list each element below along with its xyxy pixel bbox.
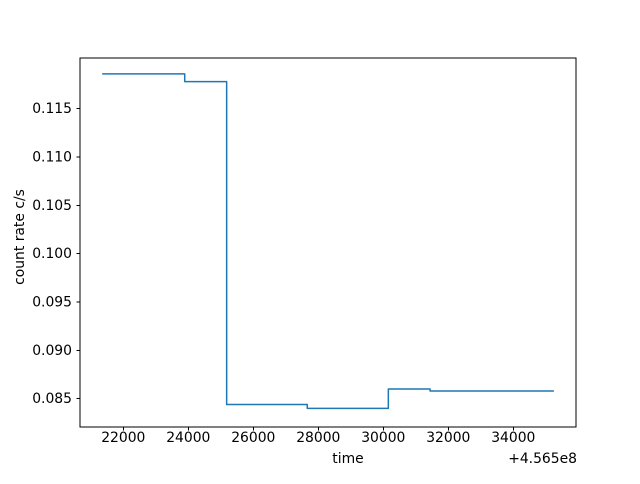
x-axis-label: time xyxy=(332,451,363,467)
y-tick-label: 0.110 xyxy=(32,149,72,165)
x-tick-label: 28000 xyxy=(296,430,340,446)
y-axis-label: count rate c/s xyxy=(12,189,28,285)
x-tick-label: 30000 xyxy=(361,430,405,446)
x-tick-label: 32000 xyxy=(426,430,470,446)
y-tick-label: 0.105 xyxy=(32,198,72,214)
x-tick-label: 34000 xyxy=(491,430,535,446)
x-tick-label: 22000 xyxy=(101,430,145,446)
x-tick-label: 26000 xyxy=(231,430,275,446)
ticks-layer: 22000 24000 26000 28000 30000 32000 34000 0.085… xyxy=(32,101,535,446)
x-tick-label: 24000 xyxy=(166,430,210,446)
y-tick-label: 0.090 xyxy=(32,343,72,359)
series-line xyxy=(102,73,554,410)
axes-frame xyxy=(79,57,577,428)
y-tick-label: 0.095 xyxy=(32,295,72,311)
y-tick-label: 0.115 xyxy=(32,101,72,117)
y-tick-label: 0.085 xyxy=(32,391,72,407)
x-axis-offset-text: +4.565e8 xyxy=(508,451,577,467)
y-tick-label: 0.100 xyxy=(32,246,72,262)
